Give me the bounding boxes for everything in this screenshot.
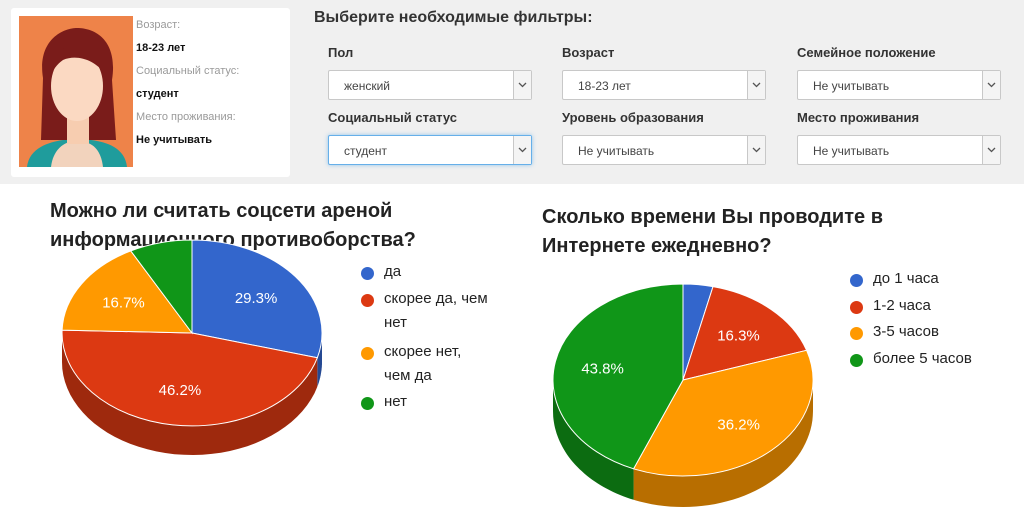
profile-card: Возраст: 18-23 лет Социальный статус: ст… (11, 8, 290, 177)
legend-swatch (850, 274, 863, 287)
filter-label-social-status: Социальный статус (328, 110, 458, 125)
legend-item[interactable]: 1-2 часа (850, 297, 931, 318)
gender-select-value: женский (344, 79, 390, 93)
chart-1-title-line: информационного противоборства? (50, 229, 416, 251)
residence-select-value: Не учитывать (813, 144, 890, 158)
legend-label: да (384, 263, 402, 280)
education-select-value: Не учитывать (578, 144, 655, 158)
profile-status-label: Социальный статус: (136, 65, 240, 77)
education-select[interactable]: Не учитывать (562, 135, 766, 165)
pie-slice[interactable] (61, 250, 194, 334)
legend-item[interactable]: более 5 часов (850, 350, 972, 371)
pie-slice[interactable] (552, 283, 684, 470)
pie-slice-side (553, 380, 634, 500)
legend-item[interactable]: 3-5 часов (850, 323, 939, 344)
profile-info: Возраст: 18-23 лет Социальный статус: ст… (136, 19, 286, 147)
pie-data-label: 16.3% (717, 328, 760, 345)
pie-slice-side (633, 380, 813, 507)
filter-label-age: Возраст (562, 45, 615, 60)
legend-item[interactable]: скорее нет, чем да (361, 343, 461, 388)
legend-label: 1-2 часа (873, 297, 931, 314)
marital-status-select-value: Не учитывать (813, 79, 890, 93)
marital-status-select[interactable]: Не учитывать (797, 70, 1001, 100)
filter-label-residence: Место проживания (797, 110, 920, 125)
legend-swatch (850, 327, 863, 340)
legend-swatch (850, 301, 863, 314)
pie-slice[interactable] (130, 239, 193, 335)
residence-select[interactable]: Не учитывать (797, 135, 1001, 165)
pie-slice[interactable] (191, 239, 323, 359)
age-select[interactable]: 18-23 лет (562, 70, 766, 100)
profile-residence-label: Место проживания: (136, 111, 236, 123)
pie-slice-side (62, 333, 318, 455)
legend-swatch (361, 267, 374, 280)
pie-slice[interactable] (682, 286, 808, 381)
pie-data-label: 16.7% (102, 295, 145, 312)
chart-1-title-line: Можно ли считать соцсети ареной (50, 200, 393, 222)
filter-label-education: Уровень образования (562, 110, 704, 125)
chevron-down-icon[interactable] (747, 71, 765, 99)
legend-label: 3-5 часов (873, 323, 939, 340)
legend-label: до 1 часа (873, 270, 939, 287)
profile-status-value: студент (136, 88, 179, 100)
legend-label: нет (384, 393, 407, 410)
chevron-down-icon[interactable] (513, 136, 531, 164)
gender-select[interactable]: женский (328, 70, 532, 100)
legend-swatch (361, 397, 374, 410)
chart-1-title: Можно ли считать соцсети ареной информац… (50, 197, 416, 255)
female-avatar-icon (19, 16, 133, 167)
legend-label: более 5 часов (873, 350, 972, 367)
pie-data-label: 46.2% (159, 382, 202, 399)
legend-label: скорее да, чем нет (384, 290, 488, 331)
pie-slice[interactable] (61, 329, 318, 427)
filter-label-marital: Семейное положение (797, 45, 936, 60)
legend-item[interactable]: да (361, 263, 401, 284)
profile-age-label: Возраст: (136, 19, 181, 31)
age-select-value: 18-23 лет (578, 79, 631, 93)
filter-label-gender: Пол (328, 45, 354, 60)
pie-data-label: 36.2% (717, 416, 760, 433)
chevron-down-icon[interactable] (513, 71, 531, 99)
social-status-select[interactable]: студент (328, 135, 532, 165)
pie-slice[interactable] (632, 349, 814, 477)
legend-swatch (361, 347, 374, 360)
chevron-down-icon[interactable] (982, 136, 1000, 164)
chart-2-title-line: Интернете ежедневно? (542, 235, 772, 257)
filter-panel: Возраст: 18-23 лет Социальный статус: ст… (0, 0, 1024, 184)
legend-item[interactable]: нет (361, 393, 407, 414)
profile-age-value: 18-23 лет (136, 42, 186, 54)
legend-swatch (850, 354, 863, 367)
profile-residence-value: Не учитывать (136, 134, 213, 146)
chart-2-title-line: Сколько времени Вы проводите в (542, 206, 883, 228)
legend-label: скорее нет, чем да (384, 343, 462, 384)
chevron-down-icon[interactable] (747, 136, 765, 164)
legend-item[interactable]: до 1 часа (850, 270, 939, 291)
social-status-select-value: студент (344, 144, 388, 158)
legend-swatch (361, 294, 374, 307)
chevron-down-icon[interactable] (982, 71, 1000, 99)
legend-item[interactable]: скорее да, чем нет (361, 290, 488, 335)
pie-data-label: 29.3% (235, 290, 278, 307)
filters-title: Выберите необходимые фильтры: (314, 9, 593, 26)
pie-data-label: 43.8% (581, 360, 624, 377)
chart-2-title: Сколько времени Вы проводите в Интернете… (542, 203, 883, 261)
